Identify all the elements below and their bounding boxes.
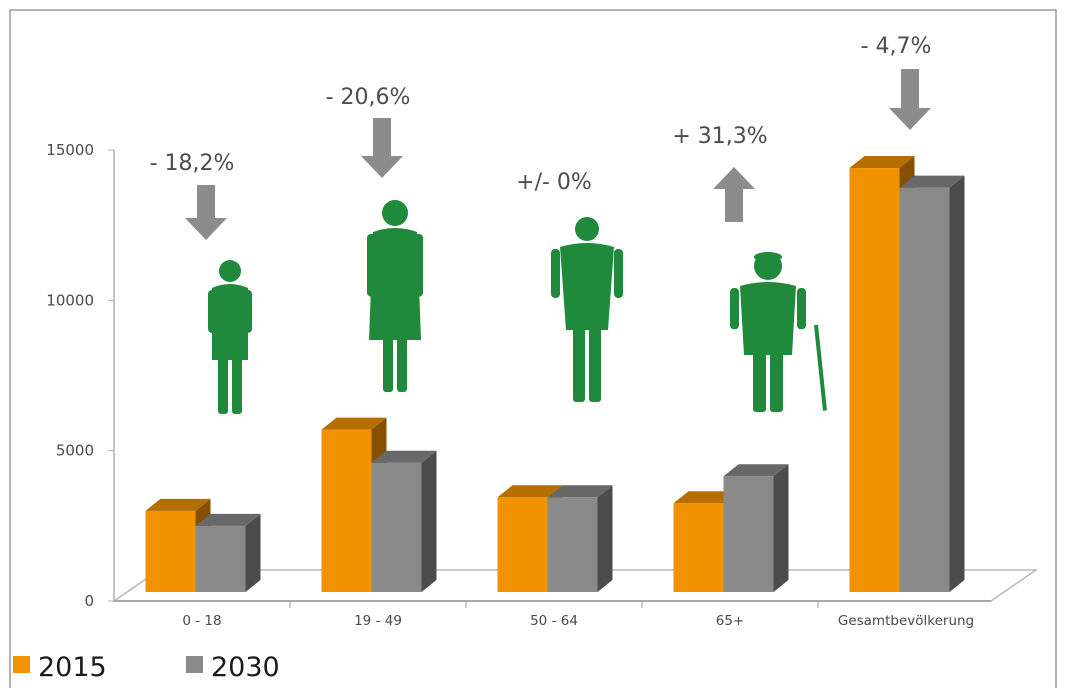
figure-body — [740, 282, 796, 355]
change-label: + 31,3% — [672, 124, 767, 149]
y-tick-label: 15000 — [46, 141, 94, 159]
x-tick-label: 65+ — [716, 613, 745, 629]
figure-arm — [367, 234, 376, 297]
change-labels-group: - 18,2% - 20,6% +/- 0% + 31,3% - 4,7% — [150, 34, 932, 195]
figure-head — [575, 217, 599, 241]
bar-front — [145, 510, 196, 592]
figure-leg — [232, 356, 242, 414]
bar-top — [321, 417, 387, 430]
man-figure-icon — [551, 217, 623, 402]
figure-body — [212, 284, 248, 360]
bar-front — [547, 497, 598, 592]
figure-leg — [218, 356, 228, 414]
legend-swatch-2015 — [13, 656, 30, 673]
figure-arm — [797, 288, 806, 330]
bar — [723, 464, 789, 592]
figure-arm — [414, 234, 423, 297]
x-tick-label: 50 - 64 — [530, 613, 578, 629]
legend-swatch-2030 — [186, 656, 203, 673]
x-tick-label: Gesamtbevölkerung — [838, 613, 974, 629]
bar-top — [371, 450, 437, 463]
cane — [814, 324, 827, 411]
arrow-down-icon — [889, 69, 931, 130]
bar — [195, 513, 261, 592]
change-arrows-group — [185, 69, 931, 240]
bar — [899, 175, 965, 592]
figure-head — [219, 260, 241, 282]
change-label: +/- 0% — [516, 170, 592, 195]
figure-arm — [730, 288, 739, 330]
bar-side — [245, 513, 261, 592]
legend-label-2015: 2015 — [38, 652, 107, 683]
bar-front — [899, 187, 950, 592]
y-tick-label: 10000 — [46, 291, 94, 309]
change-label: - 18,2% — [150, 151, 235, 176]
bar-side — [597, 485, 613, 592]
woman-figure-icon — [367, 200, 423, 392]
bar-front — [195, 525, 246, 592]
bar-front — [849, 168, 900, 592]
bar-top — [899, 175, 965, 188]
y-tick-label: 5000 — [56, 442, 94, 460]
figure-leg — [589, 326, 601, 402]
bar-side — [949, 175, 965, 592]
arrow-up-icon — [713, 167, 755, 222]
bar-side — [421, 450, 437, 592]
figures-group — [208, 200, 827, 414]
figure-arm — [551, 249, 560, 298]
figure-leg — [573, 326, 585, 402]
figure-arm — [243, 290, 252, 333]
figure-leg — [753, 351, 766, 412]
bar — [547, 485, 613, 592]
figure-body — [369, 228, 421, 340]
arrow-down-icon — [185, 185, 227, 240]
bar — [371, 450, 437, 592]
chart-border — [9, 9, 1057, 688]
bar-front — [371, 462, 422, 592]
bar-front — [723, 476, 774, 592]
bar-front — [673, 503, 724, 592]
x-axis: 0 - 18 19 - 49 50 - 64 65+ Gesamtbevölkerung — [182, 601, 974, 629]
senior-with-cane-icon — [730, 252, 827, 412]
legend: 2015 2030 — [13, 652, 280, 683]
bar-front — [321, 429, 372, 592]
figure-leg — [770, 351, 783, 412]
arrow-down-icon — [361, 118, 403, 178]
bar-top — [497, 485, 563, 498]
child-figure-icon — [208, 260, 252, 414]
change-label: - 4,7% — [861, 34, 932, 59]
bar-top — [723, 464, 789, 477]
change-label: - 20,6% — [326, 85, 411, 110]
bar-front — [497, 497, 548, 592]
bar-side — [773, 464, 789, 592]
figure-leg — [383, 336, 393, 392]
figure-arm — [614, 249, 623, 298]
figure-body — [560, 243, 614, 330]
figure-hat — [754, 252, 782, 262]
bar-top — [849, 156, 915, 169]
bar-top — [195, 513, 261, 526]
figure-arm — [208, 290, 217, 333]
figure-head — [382, 200, 408, 226]
x-tick-label: 19 - 49 — [354, 613, 402, 629]
bars-group — [145, 156, 965, 592]
figure-leg — [397, 336, 407, 392]
y-axis: 0 5000 10000 15000 — [46, 141, 114, 610]
bar-top — [145, 498, 211, 511]
bar-top — [673, 491, 739, 504]
legend-label-2030: 2030 — [211, 652, 280, 683]
bar-top — [547, 485, 613, 498]
y-tick-label: 0 — [84, 592, 94, 610]
x-tick-label: 0 - 18 — [182, 613, 221, 629]
